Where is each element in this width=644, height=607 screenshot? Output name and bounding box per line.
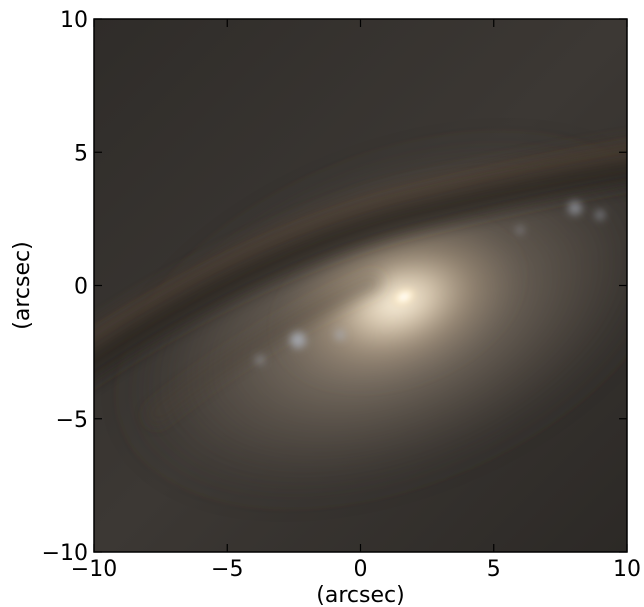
x-tick-label: 0 [354,557,368,582]
x-tick-label: 10 [613,557,641,582]
y-tick-label: 5 [74,141,88,166]
y-tick-label: −10 [42,541,88,566]
y-tick-label: 0 [74,275,88,300]
galaxy-image [94,19,627,552]
x-tick-label: −10 [71,557,117,582]
y-tick-label: 10 [60,8,88,33]
star-clusters [255,201,605,365]
y-axis: −10 −5 0 5 10 [42,8,627,566]
dust-lane [94,146,627,381]
x-axis: −10 −5 0 5 10 [71,19,641,582]
x-axis-label: (arcsec) [316,583,404,607]
inner-dust-arm [144,272,384,427]
x-tick-label: 5 [487,557,501,582]
galaxy-nucleus [388,284,420,310]
dust-lane-edge [94,140,627,347]
y-axis-label: (arcsec) [10,241,35,329]
x-tick-label: −5 [211,557,243,582]
y-tick-label: −5 [56,408,88,433]
